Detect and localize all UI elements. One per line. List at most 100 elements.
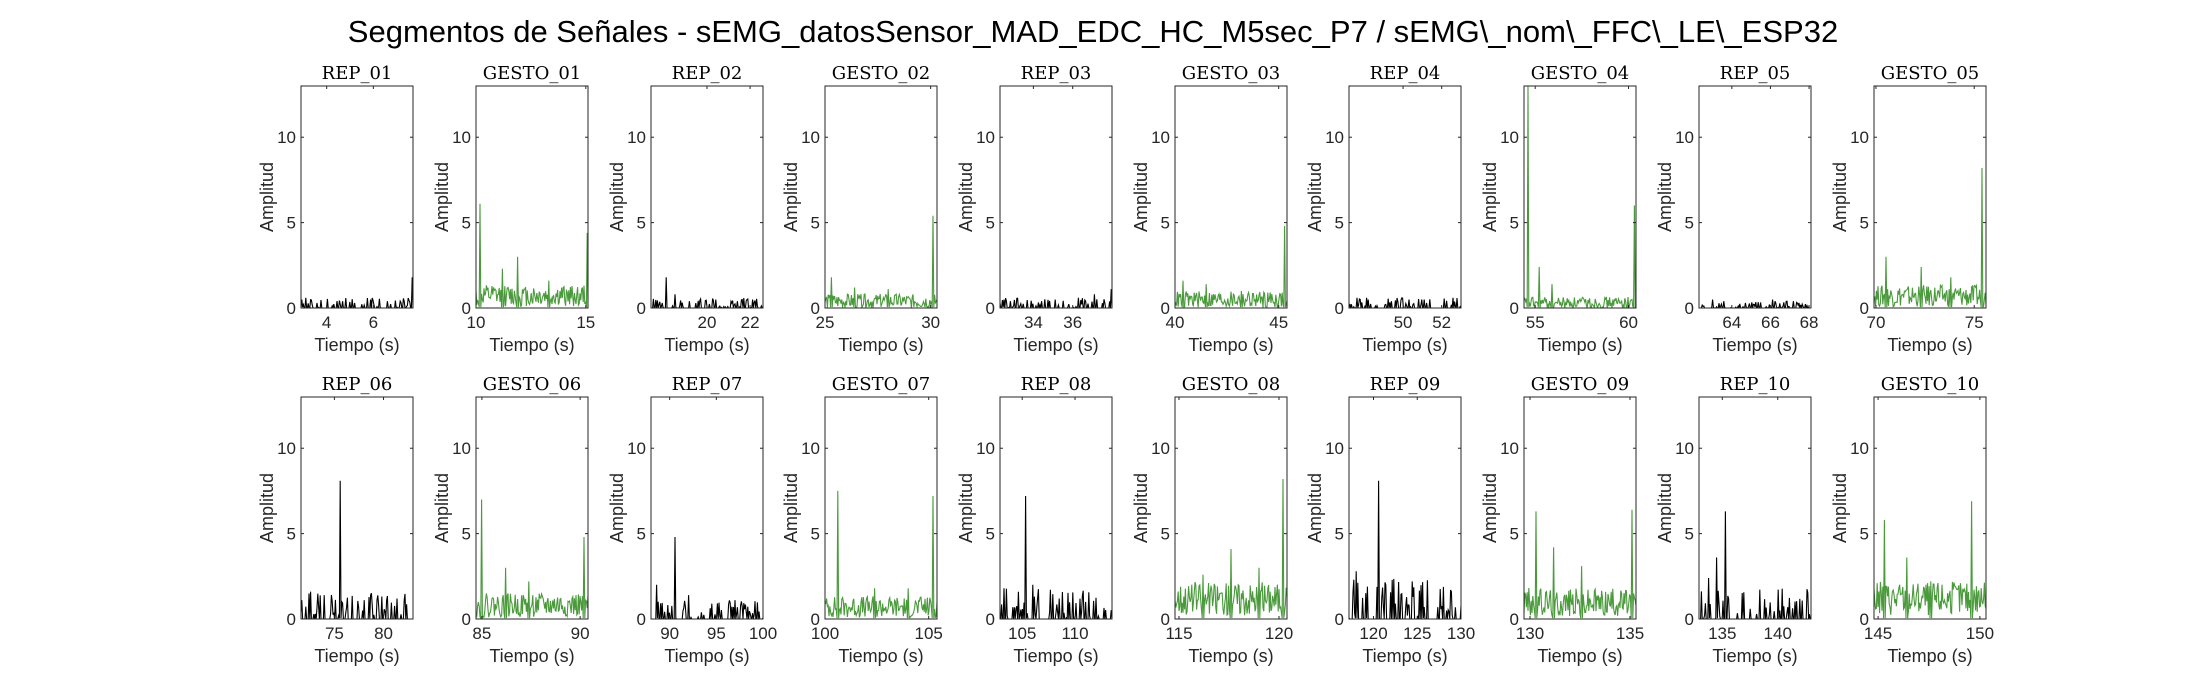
axes-box bbox=[1523, 396, 1637, 620]
xtick-label: 34 bbox=[1024, 313, 1043, 332]
ytick-label: 0 bbox=[462, 299, 471, 318]
y-axis-label: Amplitud bbox=[781, 162, 801, 232]
ytick-label: 5 bbox=[287, 525, 296, 544]
axes-box bbox=[999, 85, 1113, 309]
y-axis-label: Amplitud bbox=[1655, 162, 1675, 232]
axes-box bbox=[475, 85, 589, 309]
panel-rep-08: 0 5 10 105 110 REP_08 Tiempo (s) Amplitud bbox=[956, 374, 1113, 666]
figure-title: Segmentos de Señales - sEMG_datosSensor_… bbox=[348, 14, 1838, 49]
ytick-label: 0 bbox=[1335, 299, 1344, 318]
xtick-label: 45 bbox=[1269, 313, 1288, 332]
ytick-label: 10 bbox=[1850, 439, 1869, 458]
signal-line-rep-04 bbox=[1349, 297, 1461, 308]
xtick-label: 64 bbox=[1722, 313, 1741, 332]
xtick-label: 110 bbox=[1061, 624, 1088, 643]
xtick-label: 25 bbox=[816, 313, 835, 332]
y-axis-label: Amplitud bbox=[1830, 473, 1850, 543]
ytick-label: 10 bbox=[1151, 128, 1170, 147]
x-axis-label: Tiempo (s) bbox=[314, 646, 399, 666]
panel-gesto-08: 0 5 10 115 120 GESTO_08 Tiempo (s) Amplitud bbox=[1131, 374, 1293, 666]
panel-rep-05: 0 5 10 64 66 68 REP_05 Tiempo (s) Amplitud bbox=[1655, 63, 1819, 355]
xtick-label: 95 bbox=[707, 624, 726, 643]
ytick-label: 5 bbox=[1510, 525, 1519, 544]
xtick-label: 55 bbox=[1526, 313, 1545, 332]
xtick-label: 36 bbox=[1063, 313, 1082, 332]
axes-box bbox=[999, 396, 1113, 620]
y-axis-label: Amplitud bbox=[1480, 473, 1500, 543]
panel-title: REP_04 bbox=[1370, 63, 1441, 84]
signal-line-rep-05 bbox=[1699, 299, 1811, 308]
ytick-label: 10 bbox=[452, 128, 471, 147]
ytick-label: 0 bbox=[1161, 299, 1170, 318]
panel-rep-06: 0 5 10 75 80 REP_06 Tiempo (s) Amplitud bbox=[257, 374, 414, 666]
xtick-label: 145 bbox=[1864, 624, 1892, 643]
x-axis-label: Tiempo (s) bbox=[1188, 646, 1273, 666]
panel-rep-07: 0 5 10 90 95 100 REP_07 Tiempo (s) Amplitud bbox=[607, 374, 777, 666]
xtick-label: 135 bbox=[1616, 624, 1644, 643]
xtick-label: 30 bbox=[921, 313, 940, 332]
panel-title: REP_10 bbox=[1720, 374, 1791, 395]
y-axis-label: Amplitud bbox=[257, 162, 277, 232]
panel-title: REP_06 bbox=[322, 374, 393, 395]
xtick-label: 52 bbox=[1432, 313, 1451, 332]
panel-title: REP_03 bbox=[1021, 63, 1092, 84]
ytick-label: 0 bbox=[1510, 299, 1519, 318]
panel-rep-04: 0 5 10 50 52 REP_04 Tiempo (s) Amplitud bbox=[1305, 63, 1462, 355]
panel-gesto-04: 0 5 10 55 60 GESTO_04 Tiempo (s) Amplitud bbox=[1480, 63, 1638, 355]
y-axis-label: Amplitud bbox=[1305, 162, 1325, 232]
panel-gesto-09: 0 5 10 130 135 GESTO_09 Tiempo (s) Amplitud bbox=[1480, 374, 1644, 666]
x-axis-label: Tiempo (s) bbox=[1362, 335, 1447, 355]
y-axis-label: Amplitud bbox=[432, 473, 452, 543]
x-axis-label: Tiempo (s) bbox=[1537, 646, 1622, 666]
xtick-label: 4 bbox=[322, 313, 331, 332]
panel-rep-10: 0 5 10 135 140 REP_10 Tiempo (s) Amplitud bbox=[1655, 374, 1812, 666]
signal-line-rep-10 bbox=[1699, 511, 1811, 619]
ytick-label: 10 bbox=[1151, 439, 1170, 458]
ytick-label: 5 bbox=[637, 214, 646, 233]
ytick-label: 5 bbox=[1161, 214, 1170, 233]
signal-line-rep-08 bbox=[1000, 495, 1112, 619]
x-axis-label: Tiempo (s) bbox=[1712, 646, 1797, 666]
signal-line-gesto-08 bbox=[1175, 478, 1287, 619]
ytick-label: 0 bbox=[1335, 610, 1344, 629]
ytick-label: 5 bbox=[1161, 525, 1170, 544]
ytick-label: 0 bbox=[811, 610, 820, 629]
panel-gesto-02: 0 5 10 25 30 GESTO_02 Tiempo (s) Amplitud bbox=[781, 63, 940, 355]
ytick-label: 5 bbox=[462, 214, 471, 233]
y-axis-label: Amplitud bbox=[1131, 473, 1151, 543]
panel-title: REP_08 bbox=[1021, 374, 1092, 395]
xtick-label: 105 bbox=[915, 624, 943, 643]
panel-title: GESTO_04 bbox=[1531, 63, 1630, 84]
x-axis-label: Tiempo (s) bbox=[1887, 646, 1972, 666]
xtick-label: 85 bbox=[472, 624, 491, 643]
panel-rep-03: 0 5 10 34 36 REP_03 Tiempo (s) Amplitud bbox=[956, 63, 1113, 355]
y-axis-label: Amplitud bbox=[257, 473, 277, 543]
ytick-label: 5 bbox=[1860, 525, 1869, 544]
y-axis-label: Amplitud bbox=[432, 162, 452, 232]
panel-gesto-05: 0 5 10 70 75 GESTO_05 Tiempo (s) Amplitud bbox=[1830, 63, 1987, 355]
ytick-label: 0 bbox=[1685, 299, 1694, 318]
y-axis-label: Amplitud bbox=[956, 473, 976, 543]
panel-title: REP_01 bbox=[322, 63, 393, 84]
ytick-label: 5 bbox=[1510, 214, 1519, 233]
axes-box bbox=[1523, 85, 1637, 309]
x-axis-label: Tiempo (s) bbox=[664, 335, 749, 355]
panel-gesto-07: 0 5 10 100 105 GESTO_07 Tiempo (s) Amplitud bbox=[781, 374, 943, 666]
panel-title: GESTO_09 bbox=[1531, 374, 1630, 395]
axes-box bbox=[1873, 396, 1987, 620]
signal-line-gesto-07 bbox=[825, 490, 937, 619]
xtick-label: 10 bbox=[467, 313, 486, 332]
y-axis-label: Amplitud bbox=[1480, 162, 1500, 232]
signal-line-gesto-04 bbox=[1524, 86, 1636, 308]
panel-gesto-01: 0 5 10 10 15 GESTO_01 Tiempo (s) Amplitud bbox=[432, 63, 595, 355]
y-axis-label: Amplitud bbox=[956, 162, 976, 232]
x-axis-label: Tiempo (s) bbox=[838, 335, 923, 355]
ytick-label: 10 bbox=[452, 439, 471, 458]
xtick-label: 90 bbox=[660, 624, 679, 643]
xtick-label: 60 bbox=[1619, 313, 1638, 332]
xtick-label: 140 bbox=[1764, 624, 1792, 643]
xtick-label: 130 bbox=[1516, 624, 1544, 643]
axes-box bbox=[824, 85, 938, 309]
xtick-label: 20 bbox=[698, 313, 717, 332]
signal-line-gesto-09 bbox=[1524, 509, 1636, 619]
